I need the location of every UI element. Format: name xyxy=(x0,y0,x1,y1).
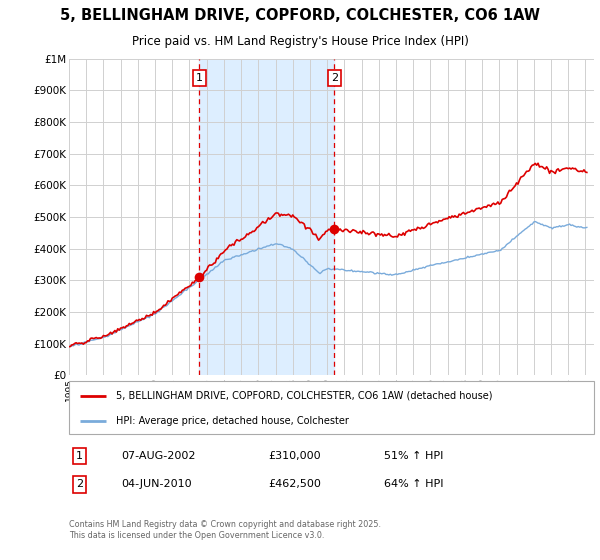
Text: £462,500: £462,500 xyxy=(269,479,322,489)
Text: 64% ↑ HPI: 64% ↑ HPI xyxy=(384,479,443,489)
Text: £310,000: £310,000 xyxy=(269,451,321,461)
Text: 5, BELLINGHAM DRIVE, COPFORD, COLCHESTER, CO6 1AW (detached house): 5, BELLINGHAM DRIVE, COPFORD, COLCHESTER… xyxy=(116,391,493,401)
Text: Contains HM Land Registry data © Crown copyright and database right 2025.
This d: Contains HM Land Registry data © Crown c… xyxy=(69,520,381,540)
Text: 2: 2 xyxy=(76,479,83,489)
Bar xyxy=(199,59,334,375)
Text: HPI: Average price, detached house, Colchester: HPI: Average price, detached house, Colc… xyxy=(116,416,349,426)
Text: 51% ↑ HPI: 51% ↑ HPI xyxy=(384,451,443,461)
Text: 2: 2 xyxy=(331,73,338,83)
Text: 1: 1 xyxy=(196,73,203,83)
FancyBboxPatch shape xyxy=(69,381,594,434)
Text: 04-JUN-2010: 04-JUN-2010 xyxy=(121,479,192,489)
Text: 5, BELLINGHAM DRIVE, COPFORD, COLCHESTER, CO6 1AW: 5, BELLINGHAM DRIVE, COPFORD, COLCHESTER… xyxy=(60,8,540,23)
Text: 07-AUG-2002: 07-AUG-2002 xyxy=(121,451,196,461)
Text: Price paid vs. HM Land Registry's House Price Index (HPI): Price paid vs. HM Land Registry's House … xyxy=(131,35,469,48)
Text: 1: 1 xyxy=(76,451,83,461)
